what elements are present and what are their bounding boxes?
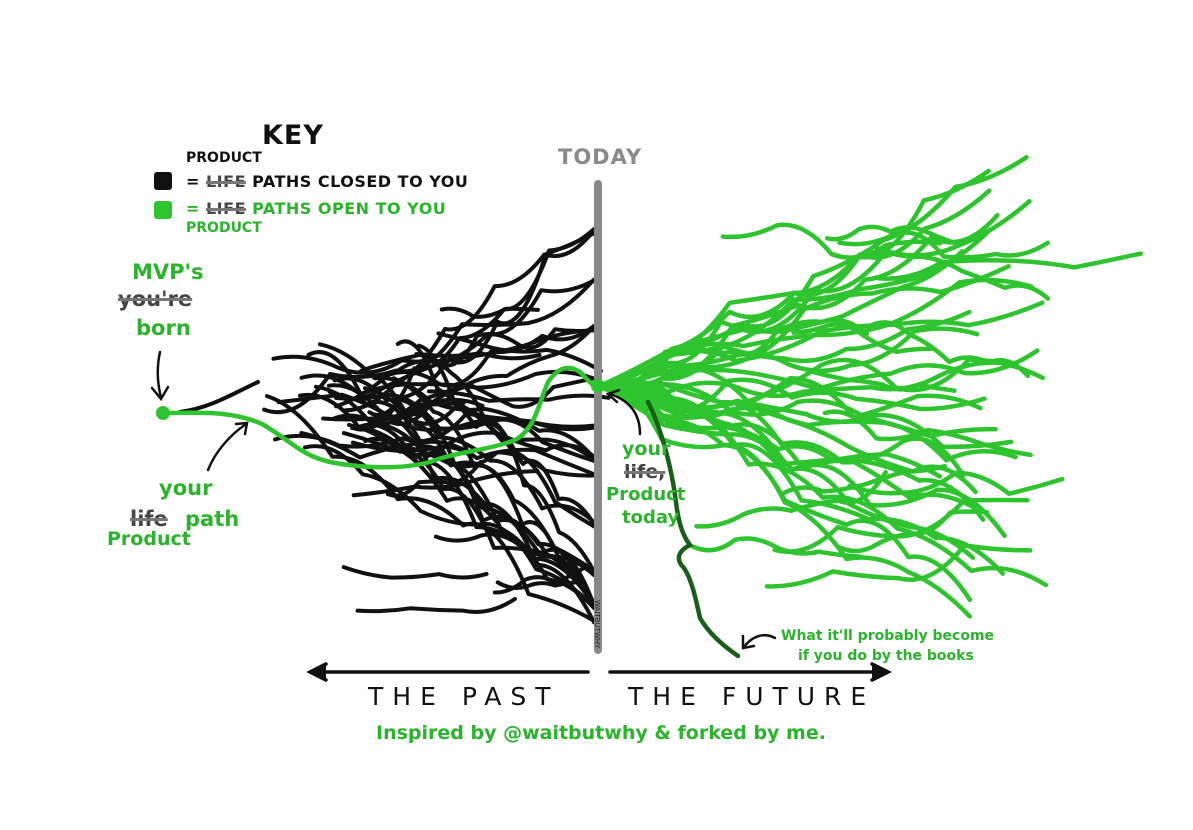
open-path: [822, 409, 1033, 458]
open-path: [597, 376, 983, 420]
closed-path: [362, 351, 542, 372]
today-note-struck: life,: [624, 461, 666, 483]
key-open-prefix: =: [186, 199, 200, 218]
closed-path: [271, 328, 596, 375]
open-paths: [597, 154, 1144, 619]
open-path: [597, 326, 980, 389]
open-path: [837, 509, 990, 554]
today-note-line1: your: [622, 438, 671, 460]
closed-path: [350, 425, 596, 478]
closed-path: [367, 227, 596, 417]
born-line1: MVP's: [132, 260, 204, 284]
closed-path: [298, 392, 596, 608]
closed-path: [332, 376, 596, 525]
born-struck: you're: [118, 287, 193, 311]
closed-path: [351, 469, 540, 498]
open-path: [694, 470, 888, 529]
closed-path: [334, 392, 596, 463]
key-closed-text: PATHS CLOSED TO YOU: [252, 172, 469, 191]
today-label: TODAY: [558, 145, 643, 169]
key-title: KEY: [262, 120, 324, 151]
open-path: [847, 470, 1065, 496]
books-arrow-head: [741, 634, 756, 650]
past-label: THE PAST: [368, 682, 560, 711]
closed-path: [332, 400, 466, 427]
path-arrow: [206, 422, 248, 472]
open-path: [868, 320, 1031, 379]
path-line1: your: [159, 476, 213, 500]
today-note-replacement: Product: [606, 484, 686, 505]
born-arrow: [156, 350, 163, 400]
open-path: [597, 383, 973, 619]
key-row-closed: = LIFE PATHS CLOSED TO YOU: [186, 172, 468, 191]
open-path: [837, 230, 1051, 260]
open-path: [873, 251, 1144, 281]
closed-path: [355, 597, 517, 615]
books-line1: What it'll probably become: [781, 628, 995, 644]
open-path: [690, 536, 863, 559]
key-row-open: = LIFE PATHS OPEN TO YOU: [186, 199, 446, 218]
open-path: [597, 360, 1010, 399]
open-path: [764, 543, 1033, 589]
future-label: THE FUTURE: [628, 682, 876, 711]
future-arrow-head: [870, 662, 892, 682]
open-path: [791, 322, 934, 355]
timeline-arrows: [306, 662, 892, 682]
key-closed-struck: LIFE: [205, 172, 246, 191]
closed-path: [436, 331, 603, 373]
closed-path: [363, 436, 472, 457]
by-the-books-path: [645, 399, 741, 659]
closed-path: [495, 579, 586, 591]
closed-path: [395, 339, 596, 529]
key-closed-prefix: =: [186, 172, 200, 191]
path-struck: life: [130, 507, 168, 531]
today-arrow: [608, 392, 642, 436]
path-arrow-head: [234, 421, 249, 436]
open-swatch: [154, 201, 172, 219]
closed-path: [433, 532, 574, 561]
today-note-line4: today: [622, 507, 680, 528]
books-line2: if you do by the books: [798, 648, 974, 664]
open-path: [684, 317, 870, 357]
today-arrow-head: [605, 388, 621, 404]
open-path: [780, 463, 948, 496]
watermark: WAITBUTWHY: [593, 600, 601, 649]
closed-path: [439, 306, 540, 319]
open-path: [824, 224, 956, 245]
open-path: [597, 264, 1011, 389]
closed-path: [341, 565, 489, 580]
born-arrow-head: [150, 385, 170, 402]
closed-path: [492, 564, 588, 595]
open-path: [720, 222, 943, 260]
today-dot: [591, 379, 605, 393]
path-word: path: [185, 507, 240, 531]
closed-path: [299, 369, 596, 397]
credit-line: Inspired by @waitbutwhy & forked by me.: [376, 722, 826, 744]
born-line3: born: [136, 316, 191, 340]
open-path: [874, 245, 1051, 301]
open-path: [722, 424, 943, 479]
closed-path: [388, 376, 596, 426]
my-path: [160, 365, 601, 470]
open-path: [807, 368, 957, 393]
past-arrow-head: [306, 662, 328, 682]
closed-path: [178, 380, 260, 414]
annotation-arrows: [150, 350, 777, 650]
books-arrow: [742, 634, 777, 649]
closed-path: [385, 460, 483, 498]
closed-swatch: [154, 172, 172, 190]
closed-path: [427, 389, 611, 403]
open-path: [597, 381, 1006, 576]
key-product-top: PRODUCT: [186, 150, 262, 166]
open-path: [597, 381, 1049, 588]
key-open-text: PATHS OPEN TO YOU: [252, 199, 447, 218]
key-open-struck: LIFE: [205, 199, 246, 218]
open-path: [597, 300, 1045, 389]
key-product-bottom: PRODUCT: [186, 220, 262, 236]
start-dot: [156, 406, 170, 420]
path-replacement: Product: [107, 528, 191, 550]
